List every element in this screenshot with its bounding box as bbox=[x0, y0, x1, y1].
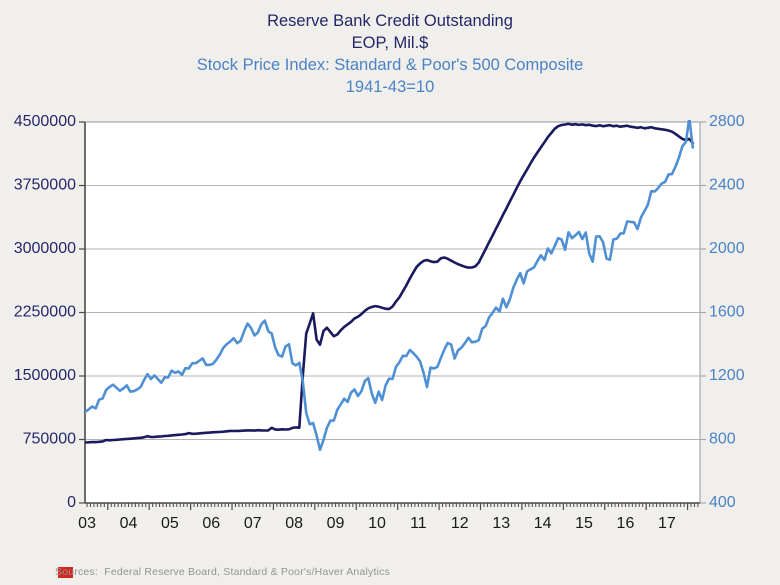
x-axis-tick-label: 12 bbox=[451, 515, 469, 532]
y-axis-tick-label-left: 0 bbox=[67, 494, 76, 511]
y-axis-tick-label-left: 1500000 bbox=[14, 367, 76, 384]
y-axis-tick-label-left: 3000000 bbox=[14, 240, 76, 257]
x-axis-tick-label: 08 bbox=[285, 515, 303, 532]
y-axis-tick-label-right: 1200 bbox=[709, 367, 745, 384]
y-axis-tick-label-right: 2800 bbox=[709, 113, 745, 130]
y-axis-tick-label-right: 1600 bbox=[709, 304, 745, 321]
y-axis-tick-label-left: 4500000 bbox=[14, 113, 76, 130]
series-line-reserve-bank-credit bbox=[85, 122, 695, 444]
chart-title-line2: EOP, Mil.$ bbox=[351, 34, 429, 52]
x-axis-tick-label: 16 bbox=[617, 515, 635, 532]
y-axis-tick-label-left: 750000 bbox=[23, 431, 76, 448]
y-axis-tick-label-left: 3750000 bbox=[14, 177, 76, 194]
x-axis-tick-label: 10 bbox=[368, 515, 386, 532]
red-logo-mark bbox=[58, 567, 73, 578]
x-axis-tick-label: 15 bbox=[575, 515, 593, 532]
x-axis-tick-label: 17 bbox=[658, 515, 676, 532]
x-axis-tick-label: 07 bbox=[244, 515, 262, 532]
x-axis-tick-label: 03 bbox=[78, 515, 96, 532]
y-axis-tick-label-right: 400 bbox=[709, 494, 736, 511]
x-axis-tick-label: 14 bbox=[534, 515, 552, 532]
x-axis-tick-label: 09 bbox=[327, 515, 345, 532]
x-axis-tick-label: 06 bbox=[202, 515, 220, 532]
y-axis-tick-label-right: 2400 bbox=[709, 177, 745, 194]
y-axis-tick-label-right: 2000 bbox=[709, 240, 745, 257]
x-axis-tick-label: 05 bbox=[161, 515, 179, 532]
x-axis-tick-label: 04 bbox=[120, 515, 138, 532]
chart-subtitle-line1: Stock Price Index: Standard & Poor's 500… bbox=[196, 56, 584, 74]
series-group bbox=[85, 120, 695, 452]
x-axis-tick-label: 11 bbox=[410, 515, 427, 532]
y-axis-tick-label-right: 800 bbox=[709, 431, 736, 448]
x-axis-tick-label: 13 bbox=[492, 515, 510, 532]
chart-title-line1: Reserve Bank Credit Outstanding bbox=[267, 12, 513, 30]
y-axis-tick-label-left: 2250000 bbox=[14, 304, 76, 321]
series-line-sp500 bbox=[85, 120, 695, 452]
chart-subtitle-line2: 1941-43=10 bbox=[345, 78, 435, 96]
chart-header: Reserve Bank Credit Outstanding EOP, Mil… bbox=[0, 10, 780, 98]
source-note: Sources: Federal Reserve Board, Standard… bbox=[55, 566, 391, 578]
